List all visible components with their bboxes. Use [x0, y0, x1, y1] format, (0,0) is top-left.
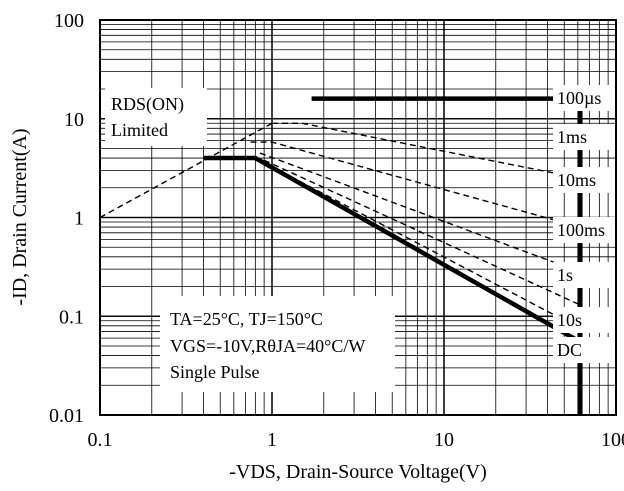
y-tick-label: 0.01	[49, 405, 84, 427]
series-label-bg	[553, 262, 615, 288]
series-line-rds-on-limited	[99, 122, 273, 219]
rds-box	[105, 88, 207, 146]
series-line-100ms	[259, 152, 581, 273]
series-label-bg	[553, 337, 615, 363]
conditions-line3: Single Pulse	[170, 362, 260, 382]
series-line-1s	[263, 159, 581, 306]
y-axis-title: -ID, Drain Current(A)	[9, 128, 31, 305]
series-line-1ms	[272, 122, 581, 179]
series-label-bg	[553, 167, 615, 193]
series-line-dc	[203, 155, 582, 344]
conditions-line2: VGS=-10V,RθJA=40°C/W	[170, 336, 365, 356]
series-line-10ms	[250, 141, 581, 228]
series-label: 10ms	[557, 170, 596, 190]
y-tick-label: 1	[74, 208, 84, 230]
series-label-bg	[553, 124, 615, 150]
series-labels: 100µs 1ms 10ms 100ms 1s 10s DC	[553, 85, 615, 363]
series-label: 100µs	[557, 88, 601, 108]
x-axis-title: -VDS, Drain-Source Voltage(V)	[229, 461, 487, 483]
series-label: DC	[557, 340, 582, 360]
y-tick-label: 0.1	[59, 306, 84, 328]
series-label-bg	[553, 307, 615, 333]
conditions-line1: TA=25°C, TJ=150°C	[170, 309, 323, 329]
series-label-bg	[553, 217, 615, 243]
series-label: 1s	[557, 265, 573, 285]
tick-labels: 0.11101001001010.10.01	[49, 10, 624, 451]
rds-label-line2: Limited	[111, 120, 168, 140]
y-tick-label: 100	[54, 10, 84, 32]
y-tick-label: 10	[64, 109, 84, 131]
x-tick-label: 100	[601, 429, 624, 451]
conditions-box	[160, 296, 395, 392]
x-tick-label: 0.1	[88, 429, 113, 451]
series-label: 1ms	[557, 127, 587, 147]
series-label: 10s	[557, 310, 582, 330]
series-label: 100ms	[557, 220, 605, 240]
series-layer	[99, 96, 583, 415]
x-tick-label: 10	[434, 429, 454, 451]
rds-label-line1: RDS(ON)	[111, 94, 184, 115]
series-label-bg	[553, 85, 615, 111]
annotations: RDS(ON) Limited TA=25°C, TJ=150°C VGS=-1…	[105, 88, 395, 392]
x-tick-label: 1	[267, 429, 277, 451]
